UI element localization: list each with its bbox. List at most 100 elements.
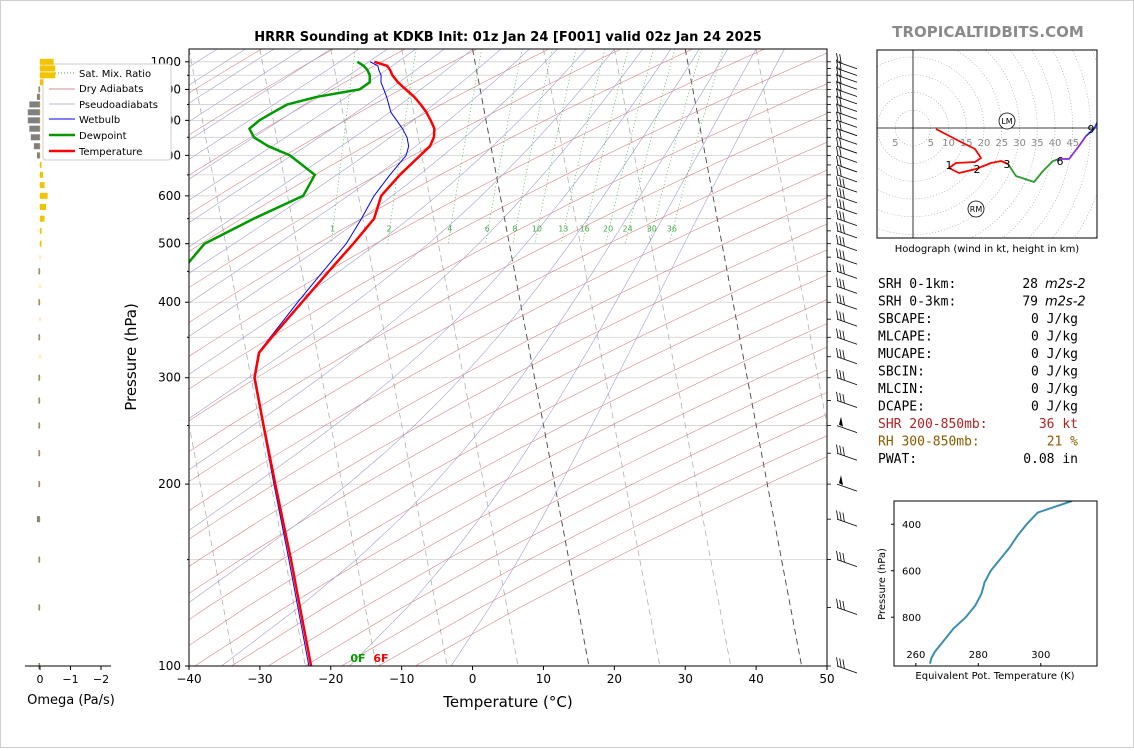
barb-staff: [836, 174, 858, 183]
mixing-ratio-line: [624, 49, 676, 244]
index-row: MLCIN: 0 J/kg: [878, 382, 1078, 397]
mixing-ratio-label: 20: [603, 224, 613, 233]
index-value: 79: [1022, 295, 1038, 310]
wind-barb: [827, 53, 858, 70]
pseudoadiabat: [189, 49, 303, 122]
barb-staff: [836, 243, 858, 252]
barb-feather: [839, 278, 842, 288]
watermark: TROPICALTIDBITS.COM: [892, 23, 1084, 41]
pseudoadiabat: [189, 49, 416, 201]
omega-bar: [38, 334, 40, 341]
legend-item-wetbulb: Wetbulb: [49, 115, 120, 126]
mixing-ratio-line: [447, 49, 483, 244]
barb-staff: [836, 607, 858, 615]
index-row: RH 300-850mb: 21 %: [878, 435, 1078, 450]
pseudoadiabat: [189, 49, 530, 304]
dry-adiabat: [341, 413, 827, 666]
index-row: PWAT: 0.08 in: [878, 452, 1078, 467]
index-label: MLCAPE:: [878, 330, 933, 345]
hodograph-ring-label: 5: [892, 138, 898, 149]
mixing-ratio-line: [387, 49, 417, 244]
pseudoadiabat: [189, 49, 360, 160]
storm-motion-marker: [998, 112, 1016, 130]
wind-barb: [827, 328, 858, 345]
index-value: 0 J/kg: [1031, 330, 1078, 345]
barb-staff: [836, 425, 858, 433]
barb-feather: [842, 295, 845, 305]
pseudoadiabat: [189, 49, 331, 141]
dry-adiabat: [189, 49, 478, 215]
barb-feather: [839, 511, 842, 521]
wind-barb: [827, 368, 858, 386]
omega-bar: [38, 604, 40, 611]
storm-motion-label: RM: [970, 205, 983, 214]
chart-title: HRRR Sounding at KDKB Init: 01z Jan 24 […: [254, 30, 761, 45]
thetae-x-tick-label: 280: [969, 650, 988, 661]
omega-bar: [30, 134, 40, 141]
pseudoadiabat: [189, 49, 587, 375]
barb-feather: [842, 371, 845, 381]
wind-barb: [827, 66, 858, 83]
omega-tick-label: −2: [93, 673, 109, 686]
isotherm-line: [543, 49, 661, 666]
barb-staff: [836, 483, 858, 492]
barb-staff: [836, 285, 858, 294]
wind-barb: [827, 111, 858, 128]
mixing-ratio-label: 36: [667, 224, 677, 233]
omega-bar: [36, 516, 40, 523]
barb-staff: [836, 377, 858, 386]
wind-barb: [827, 347, 858, 365]
barb-staff: [836, 96, 858, 105]
barb-feather: [836, 88, 839, 98]
index-value: 0 J/kg: [1031, 312, 1078, 327]
hodograph-ring-label: 25: [995, 138, 1008, 149]
barb-staff: [836, 356, 858, 365]
isotherm-line: [613, 49, 732, 666]
mixing-ratio-label: 30: [647, 224, 657, 233]
isotherm-line: [401, 49, 519, 666]
barb-staff: [836, 111, 858, 120]
wind-barb: [827, 248, 858, 265]
barb-feather: [842, 393, 845, 404]
barb-feather: [836, 598, 839, 608]
hodograph-height-label: 9: [1088, 123, 1095, 136]
barb-staff: [836, 74, 858, 83]
legend-label: Temperature: [78, 147, 142, 158]
barb-feather: [836, 66, 839, 76]
barb-feather: [839, 223, 842, 233]
barb-feather: [836, 550, 839, 560]
barb-feather: [842, 446, 845, 456]
pseudoadiabat: [349, 49, 757, 666]
dry-adiabat: [189, 83, 827, 422]
surface-dewpoint-label: 0F: [350, 652, 365, 665]
hodograph-ring-label: 35: [1031, 138, 1044, 149]
barb-feather: [836, 198, 839, 208]
wind-barb: [827, 391, 858, 408]
barb-staff: [836, 128, 858, 137]
pseudoadiabat: [189, 49, 502, 274]
omega-bar: [40, 240, 42, 247]
barb-feather: [839, 96, 842, 106]
omega-bar: [40, 192, 48, 199]
index-label: PWAT:: [878, 452, 917, 467]
mixing-ratio-line: [534, 49, 577, 244]
thetae-ticks: 260 280 300 400 600 800: [891, 520, 1050, 666]
dry-adiabat: [189, 52, 827, 390]
wind-barb: [827, 103, 858, 120]
barb-feather: [836, 95, 839, 105]
barb-feather: [836, 119, 839, 130]
thetae-x-axis-label: Equivalent Pot. Temperature (K): [915, 671, 1074, 682]
barb-feather: [836, 156, 839, 166]
hodograph-height-label: 6: [1057, 155, 1064, 168]
index-row: SBCAPE: 0 J/kg: [878, 312, 1078, 327]
barb-staff: [836, 318, 858, 327]
legend-label: Dewpoint: [79, 131, 127, 142]
thetae-x-tick-label: 260: [906, 650, 925, 661]
hodograph-trace: [935, 120, 1097, 183]
legend-item-mix: Sat. Mix. Ratio: [49, 69, 151, 80]
pseudoadiabat: [189, 49, 388, 180]
temperature-line: [253, 60, 436, 666]
index-label: SBCIN:: [878, 365, 925, 380]
thetae-frame: [893, 500, 1098, 667]
